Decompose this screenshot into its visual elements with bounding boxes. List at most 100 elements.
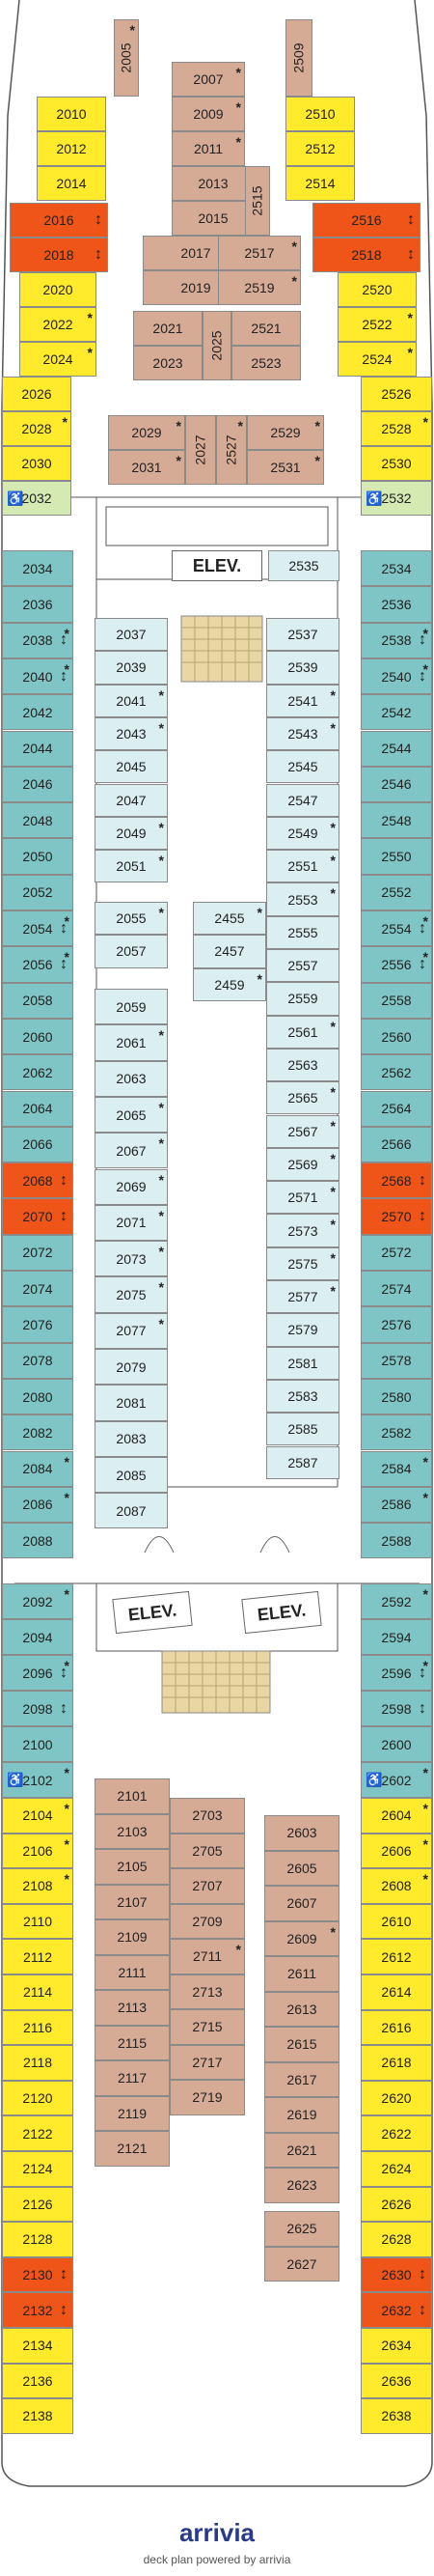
cabin-2592[interactable]: 2592 *: [361, 1583, 432, 1619]
cabin-2557[interactable]: 2557: [266, 949, 339, 983]
cabin-2012[interactable]: 2012: [37, 131, 106, 166]
cabin-2560[interactable]: 2560: [361, 1018, 432, 1055]
cabin-2016[interactable]: 2016 ↕: [10, 203, 108, 238]
cabin-2064[interactable]: 2064: [2, 1090, 73, 1127]
cabin-2081[interactable]: 2081: [95, 1385, 168, 1421]
cabin-2459[interactable]: 2459 *: [193, 967, 266, 1001]
cabin-2567[interactable]: 2567 *: [266, 1114, 339, 1148]
cabin-2616[interactable]: 2616: [361, 2009, 432, 2046]
cabin-2052[interactable]: 2052: [2, 874, 73, 910]
cabin-2530[interactable]: 2530: [361, 446, 432, 481]
cabin-2552[interactable]: 2552: [361, 874, 432, 910]
cabin-2029[interactable]: 2029 *: [108, 415, 185, 450]
cabin-2059[interactable]: 2059: [95, 989, 168, 1025]
cabin-2115[interactable]: 2115: [95, 2025, 170, 2060]
cabin-2717[interactable]: 2717: [170, 2044, 245, 2080]
cabin-2113[interactable]: 2113: [95, 1990, 170, 2026]
cabin-2545[interactable]: 2545: [266, 750, 339, 784]
cabin-2027[interactable]: 2027: [185, 415, 216, 485]
cabin-2014[interactable]: 2014: [37, 166, 106, 201]
cabin-2715[interactable]: 2715: [170, 2009, 245, 2045]
cabin-2636[interactable]: 2636: [361, 2363, 432, 2399]
cabin-2009[interactable]: 2009 *: [172, 97, 245, 131]
cabin-2457[interactable]: 2457: [193, 935, 266, 968]
cabin-2054[interactable]: 2054 * ↕: [2, 910, 73, 947]
cabin-2528[interactable]: 2528 *: [361, 411, 432, 446]
cabin-2541[interactable]: 2541 *: [266, 684, 339, 717]
cabin-2620[interactable]: 2620: [361, 2080, 432, 2116]
cabin-2070[interactable]: 2070 ↕: [2, 1198, 73, 1235]
cabin-2618[interactable]: 2618: [361, 2045, 432, 2081]
cabin-2529[interactable]: 2529 *: [247, 415, 324, 450]
cabin-2532[interactable]: 2532 ♿: [361, 481, 432, 516]
cabin-2126[interactable]: 2126: [2, 2186, 73, 2223]
cabin-2574[interactable]: 2574: [361, 1271, 432, 1307]
cabin-2540[interactable]: 2540 * ↕: [361, 658, 432, 695]
cabin-2455[interactable]: 2455 *: [193, 902, 266, 936]
cabin-2063[interactable]: 2063: [95, 1060, 168, 1097]
cabin-2537[interactable]: 2537: [266, 618, 339, 652]
cabin-2632[interactable]: 2632 ↕: [361, 2292, 432, 2328]
cabin-2098[interactable]: 2098 ↕: [2, 1691, 73, 1726]
cabin-2130[interactable]: 2130 ↕: [2, 2256, 73, 2293]
cabin-2116[interactable]: 2116: [2, 2009, 73, 2046]
cabin-2096[interactable]: 2096 * ↕: [2, 1655, 73, 1691]
cabin-2550[interactable]: 2550: [361, 838, 432, 875]
cabin-2707[interactable]: 2707: [170, 1868, 245, 1904]
cabin-2050[interactable]: 2050: [2, 838, 73, 875]
cabin-2516[interactable]: 2516 ↕: [312, 203, 420, 238]
cabin-2031[interactable]: 2031 *: [108, 450, 185, 485]
cabin-2524[interactable]: 2524 *: [338, 342, 417, 377]
cabin-2109[interactable]: 2109: [95, 1919, 170, 1955]
cabin-2067[interactable]: 2067 *: [95, 1133, 168, 1169]
cabin-2121[interactable]: 2121: [95, 2131, 170, 2167]
cabin-2518[interactable]: 2518 ↕: [312, 238, 420, 272]
cabin-2049[interactable]: 2049 *: [95, 816, 168, 851]
cabin-2526[interactable]: 2526: [361, 377, 432, 411]
cabin-2114[interactable]: 2114: [2, 1974, 73, 2010]
cabin-2068[interactable]: 2068 ↕: [2, 1162, 73, 1199]
cabin-2020[interactable]: 2020: [19, 272, 96, 307]
cabin-2539[interactable]: 2539: [266, 651, 339, 685]
cabin-2634[interactable]: 2634: [361, 2328, 432, 2364]
cabin-2028[interactable]: 2028 *: [2, 411, 71, 446]
cabin-2577[interactable]: 2577 *: [266, 1280, 339, 1314]
cabin-2579[interactable]: 2579: [266, 1313, 339, 1347]
cabin-2623[interactable]: 2623: [264, 2168, 339, 2203]
cabin-2103[interactable]: 2103: [95, 1813, 170, 1849]
cabin-2546[interactable]: 2546: [361, 766, 432, 803]
cabin-2083[interactable]: 2083: [95, 1420, 168, 1457]
cabin-2523[interactable]: 2523: [231, 346, 301, 380]
cabin-2022[interactable]: 2022 *: [19, 307, 96, 342]
cabin-2106[interactable]: 2106 *: [2, 1833, 73, 1869]
cabin-2538[interactable]: 2538 * ↕: [361, 622, 432, 658]
cabin-2065[interactable]: 2065 *: [95, 1096, 168, 1134]
cabin-2107[interactable]: 2107: [95, 1884, 170, 1919]
cabin-2571[interactable]: 2571 *: [266, 1181, 339, 1215]
cabin-2583[interactable]: 2583: [266, 1379, 339, 1414]
cabin-2719[interactable]: 2719: [170, 2080, 245, 2115]
cabin-2132[interactable]: 2132 ↕: [2, 2292, 73, 2328]
cabin-2547[interactable]: 2547: [266, 783, 339, 817]
cabin-2609[interactable]: 2609 *: [264, 1920, 339, 1956]
cabin-2554[interactable]: 2554 * ↕: [361, 910, 432, 947]
cabin-2624[interactable]: 2624: [361, 2151, 432, 2187]
cabin-2111[interactable]: 2111: [95, 1954, 170, 1990]
cabin-2030[interactable]: 2030: [2, 446, 71, 481]
cabin-2622[interactable]: 2622: [361, 2115, 432, 2151]
cabin-2713[interactable]: 2713: [170, 1974, 245, 2009]
cabin-2608[interactable]: 2608 *: [361, 1868, 432, 1904]
cabin-2573[interactable]: 2573 *: [266, 1214, 339, 1247]
cabin-2082[interactable]: 2082: [2, 1414, 73, 1451]
cabin-2527[interactable]: 2527 *: [216, 415, 247, 485]
cabin-2569[interactable]: 2569 *: [266, 1147, 339, 1182]
cabin-2607[interactable]: 2607: [264, 1886, 339, 1921]
cabin-2611[interactable]: 2611: [264, 1956, 339, 1992]
cabin-2626[interactable]: 2626: [361, 2186, 432, 2223]
cabin-2080[interactable]: 2080: [2, 1378, 73, 1415]
cabin-2568[interactable]: 2568 ↕: [361, 1162, 432, 1199]
cabin-2578[interactable]: 2578: [361, 1342, 432, 1379]
cabin-2085[interactable]: 2085: [95, 1456, 168, 1494]
cabin-2588[interactable]: 2588: [361, 1523, 432, 1559]
cabin-2544[interactable]: 2544: [361, 730, 432, 767]
